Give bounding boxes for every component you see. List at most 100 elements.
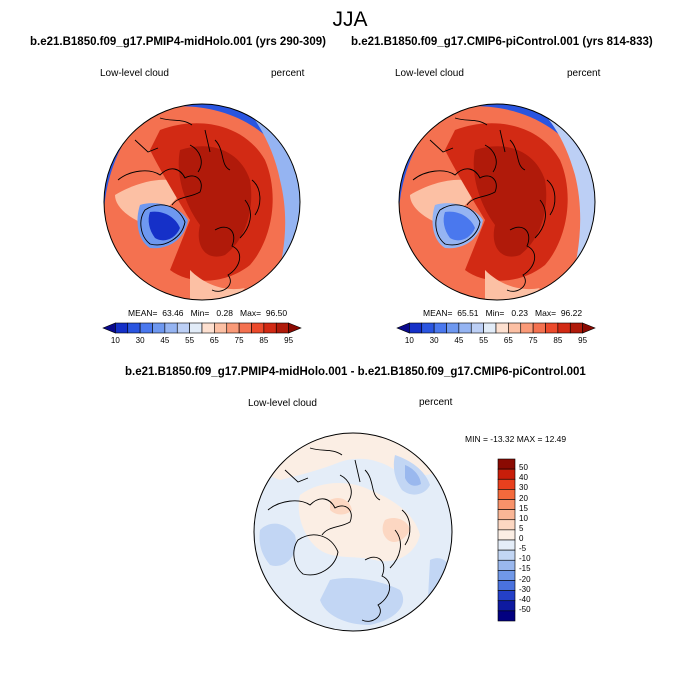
difference-map [253, 432, 453, 632]
panel-left-stats: MEAN= 63.46 Min= 0.28 Max= 96.50 [128, 308, 287, 318]
colorbar-swatch [508, 322, 522, 334]
colorbar-tick-label: 45 [160, 336, 170, 345]
colorbar-level-label: 50 [519, 463, 528, 473]
min-label: Min= [485, 308, 505, 318]
colorbar-tick-label: 95 [284, 336, 294, 345]
panel-right-colorbar [396, 322, 596, 334]
colorbar-swatch [497, 580, 516, 591]
colorbar-swatch [214, 322, 228, 334]
colorbar-level-label: -50 [519, 604, 531, 614]
colorbar-level-label: 0 [519, 534, 524, 543]
min-label: Min= [190, 308, 210, 318]
max-value: 96.22 [560, 308, 583, 318]
colorbar-level-label: -30 [519, 584, 531, 594]
colorbar-level-label: 40 [519, 473, 528, 483]
panel-left-colorbar [102, 322, 302, 334]
colorbar-swatch [102, 322, 116, 334]
colorbar-level-label: -15 [519, 564, 531, 574]
colorbar-swatch [446, 322, 460, 334]
colorbar-swatch [497, 468, 516, 480]
mean-value: 65.51 [457, 308, 479, 318]
colorbar-level-label: -40 [519, 594, 531, 604]
colorbar-swatch [495, 322, 509, 334]
difference-title: b.e21.B1850.f09_g17.PMIP4-midHolo.001 - … [125, 366, 586, 378]
difference-minmax: MIN = -13.32 MAX = 12.49 [465, 434, 567, 444]
mean-label: MEAN= [423, 308, 453, 318]
mean-value: 63.46 [162, 308, 184, 318]
panel-left-variable-label: Low-level cloud [100, 68, 169, 79]
colorbar-swatch [115, 322, 129, 334]
colorbar-swatch [497, 600, 516, 612]
colorbar-level-label: -5 [519, 544, 527, 554]
colorbar-tick-label: 95 [578, 336, 588, 345]
colorbar-level-label: 5 [519, 523, 524, 533]
colorbar-swatch [238, 322, 252, 334]
colorbar-tick-label: 85 [259, 336, 269, 345]
difference-coastlines [267, 447, 411, 622]
colorbar-swatch [483, 322, 497, 334]
colorbar-swatch [164, 322, 178, 334]
colorbar-swatch [497, 499, 516, 510]
colorbar-tick-label: 85 [553, 336, 563, 345]
difference-units-label: percent [419, 397, 453, 408]
colorbar-swatch [497, 539, 516, 551]
colorbar-swatch [201, 322, 215, 334]
mean-label: MEAN= [128, 308, 158, 318]
colorbar-swatch [127, 322, 141, 334]
colorbar-tick-label: 65 [503, 336, 513, 345]
colorbar-swatch [545, 322, 559, 334]
colorbar-swatch [251, 322, 265, 334]
colorbar-swatch [433, 322, 447, 334]
colorbar-tick-label: 10 [110, 336, 120, 345]
panel-left-map-boundary [103, 103, 301, 301]
panel-right-cloud-field [399, 104, 595, 300]
colorbar-tick-label: 75 [234, 336, 244, 345]
panel-right-units-label: percent [567, 68, 601, 79]
panel-right-coastlines [412, 117, 556, 292]
difference-colorbar [497, 458, 516, 622]
min-value: 0.28 [216, 308, 233, 318]
panel-right-case-title: b.e21.B1850.f09_g17.CMIP6-piControl.001 … [351, 36, 653, 48]
colorbar-swatch [497, 590, 516, 602]
colorbar-level-label: -20 [519, 574, 531, 584]
panel-left-map [103, 103, 301, 301]
colorbar-swatch [497, 559, 516, 571]
colorbar-level-label: 10 [519, 513, 528, 523]
colorbar-swatch [497, 489, 516, 500]
colorbar-swatch [497, 610, 516, 622]
colorbar-tick-label: 65 [209, 336, 219, 345]
colorbar-swatch [226, 322, 240, 334]
colorbar-swatch [396, 322, 410, 334]
colorbar-swatch [497, 549, 516, 561]
colorbar-swatch [497, 570, 516, 581]
max-label: Max= [240, 308, 262, 318]
colorbar-level-label: 30 [519, 483, 528, 493]
panel-left-cloud-field [104, 104, 300, 300]
colorbar-swatch [263, 322, 277, 334]
colorbar-swatch [497, 509, 516, 521]
colorbar-tick-label: 75 [528, 336, 538, 345]
colorbar-tick-label: 55 [479, 336, 489, 345]
difference-map-boundary [253, 432, 453, 632]
colorbar-swatch [275, 322, 289, 334]
colorbar-level-label: -10 [519, 554, 531, 564]
colorbar-swatch [470, 322, 484, 334]
colorbar-level-label: 20 [519, 493, 528, 503]
figure-title: JJA [332, 8, 368, 31]
max-label: Max= [535, 308, 557, 318]
colorbar-swatch [582, 322, 596, 334]
panel-left-case-title: b.e21.B1850.f09_g17.PMIP4-midHolo.001 (y… [30, 36, 326, 48]
colorbar-swatch [152, 322, 166, 334]
colorbar-swatch [569, 322, 583, 334]
colorbar-tick-label: 45 [454, 336, 464, 345]
colorbar-swatch [497, 478, 516, 490]
panel-right-map [398, 103, 596, 301]
panel-right-variable-label: Low-level cloud [395, 68, 464, 79]
colorbar-swatch [458, 322, 472, 334]
colorbar-tick-label: 55 [185, 336, 195, 345]
min-value: 0.23 [511, 308, 528, 318]
panel-right-map-boundary [398, 103, 596, 301]
colorbar-tick-label: 30 [135, 336, 145, 345]
colorbar-swatch [409, 322, 423, 334]
